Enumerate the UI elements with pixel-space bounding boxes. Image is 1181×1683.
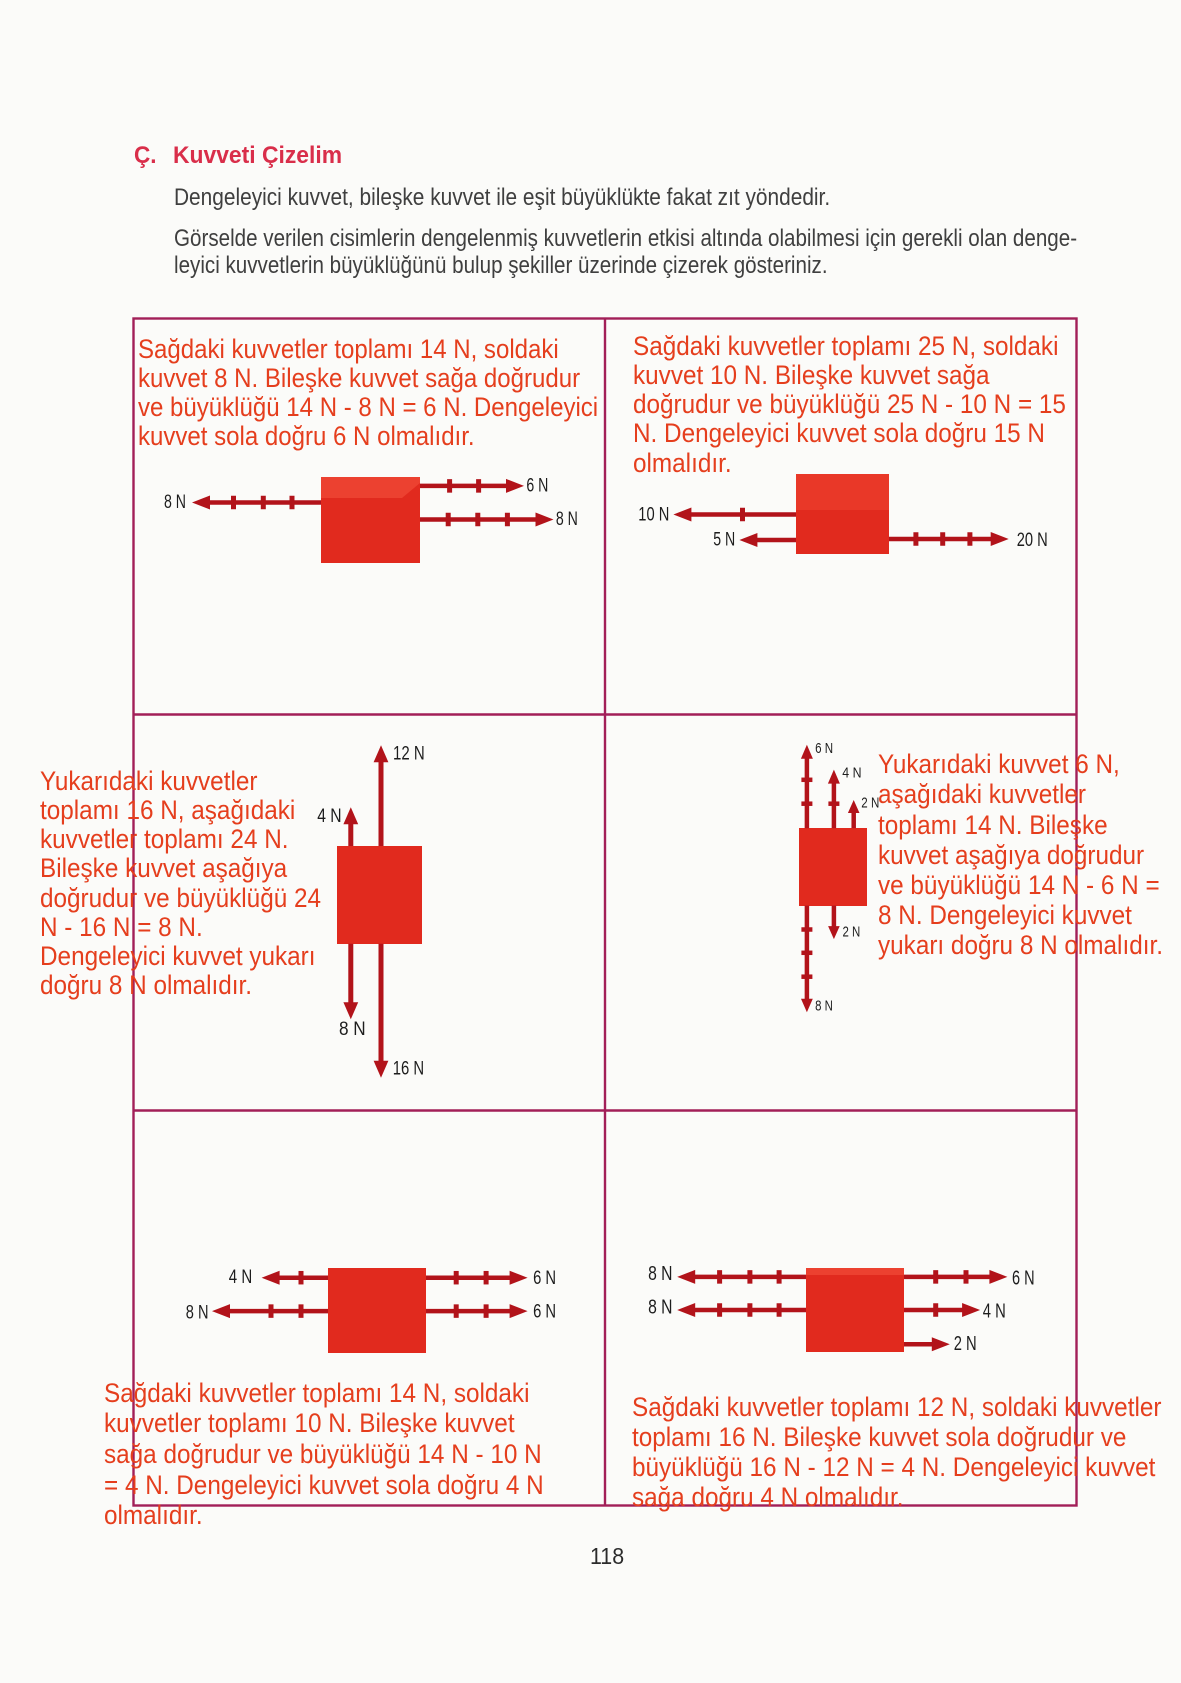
svg-text:16 N: 16 N	[393, 1059, 424, 1080]
svg-text:20 N: 20 N	[1017, 530, 1048, 551]
svg-text:2 N: 2 N	[861, 795, 879, 812]
svg-text:8 N: 8 N	[648, 1263, 672, 1285]
svg-text:6 N: 6 N	[533, 1268, 556, 1289]
svg-text:6 N: 6 N	[1012, 1268, 1035, 1290]
svg-text:8 N: 8 N	[339, 1019, 366, 1040]
svg-text:6 N: 6 N	[526, 475, 548, 496]
svg-text:6 N: 6 N	[815, 740, 833, 757]
svg-text:4 N: 4 N	[983, 1301, 1006, 1323]
svg-text:6 N: 6 N	[533, 1302, 556, 1323]
svg-text:8 N: 8 N	[186, 1303, 209, 1324]
svg-text:8 N: 8 N	[648, 1297, 672, 1319]
svg-text:8 N: 8 N	[556, 509, 578, 530]
svg-text:4 N: 4 N	[229, 1267, 252, 1288]
svg-text:4 N: 4 N	[317, 806, 341, 827]
svg-text:2 N: 2 N	[843, 924, 861, 941]
svg-text:2 N: 2 N	[954, 1333, 977, 1355]
svg-text:4 N: 4 N	[842, 765, 861, 782]
svg-text:5 N: 5 N	[713, 529, 735, 550]
svg-text:8 N: 8 N	[164, 492, 186, 513]
svg-text:12 N: 12 N	[393, 744, 425, 765]
svg-text:10 N: 10 N	[638, 505, 669, 526]
svg-text:8 N: 8 N	[815, 997, 833, 1014]
